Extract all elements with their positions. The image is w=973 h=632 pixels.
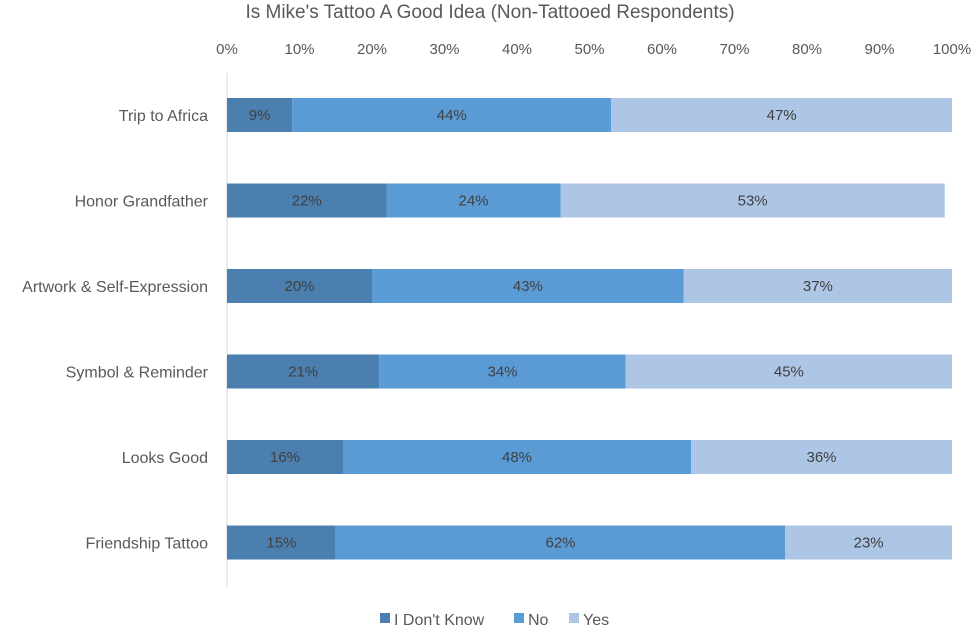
x-tick-label: 50% bbox=[574, 41, 604, 58]
bar-no-artwork-self-expression bbox=[372, 269, 684, 303]
legend-label-yes: Yes bbox=[583, 612, 609, 627]
bar-i-don-t-know-artwork-self-expression bbox=[227, 269, 372, 303]
bar-yes-symbol-reminder bbox=[625, 354, 952, 389]
bar-yes-looks-good bbox=[691, 440, 952, 474]
data-label: 9% bbox=[249, 107, 271, 124]
data-label: 21% bbox=[288, 364, 318, 381]
category-labels: Trip to Africa Honor Grandfather Artwork &… bbox=[22, 108, 209, 553]
bar-yes-artwork-self-expression bbox=[683, 269, 952, 303]
x-tick-label: 0% bbox=[216, 41, 238, 58]
x-tick-label: 60% bbox=[647, 41, 677, 58]
x-tick-label: 70% bbox=[719, 41, 749, 58]
data-label: 22% bbox=[292, 193, 322, 210]
x-tick-label: 100% bbox=[933, 41, 971, 58]
data-label: 62% bbox=[545, 535, 575, 552]
bar-i-don-t-know-looks-good bbox=[227, 440, 343, 474]
data-label: 36% bbox=[806, 449, 836, 466]
x-tick-label: 90% bbox=[864, 41, 894, 58]
data-label: 16% bbox=[270, 449, 300, 466]
x-tick-label: 10% bbox=[284, 41, 314, 58]
x-axis-ticks: 0% 10% 20% 30% 40% 50% 60% 70% 80% 90% 100% bbox=[216, 41, 971, 58]
x-tick-label: 80% bbox=[792, 41, 822, 58]
data-label: 44% bbox=[437, 107, 467, 124]
legend-label-i-don-t-know: I Don't Know bbox=[394, 612, 485, 627]
bar-no-friendship-tattoo bbox=[335, 525, 786, 560]
bar-no-looks-good bbox=[343, 440, 691, 474]
data-label: 34% bbox=[487, 364, 517, 381]
category-label: Artwork & Self-Expression bbox=[22, 279, 208, 296]
legend-swatch-yes bbox=[569, 613, 579, 623]
bar-no-symbol-reminder bbox=[379, 354, 626, 389]
data-label: 24% bbox=[458, 193, 488, 210]
x-tick-label: 40% bbox=[502, 41, 532, 58]
data-label: 23% bbox=[854, 535, 884, 552]
legend: I Don't Know No Yes bbox=[380, 612, 609, 629]
category-label: Symbol & Reminder bbox=[66, 365, 209, 382]
legend-label-no: No bbox=[528, 612, 549, 627]
bar-i-don-t-know-trip-to-africa bbox=[227, 98, 293, 132]
x-tick-label: 30% bbox=[429, 41, 459, 58]
legend-swatch-no bbox=[514, 613, 524, 623]
data-label: 20% bbox=[284, 278, 314, 295]
category-label: Looks Good bbox=[122, 450, 208, 467]
data-label: 37% bbox=[803, 278, 833, 295]
data-label: 45% bbox=[774, 364, 804, 381]
bar-i-don-t-know-symbol-reminder bbox=[227, 354, 380, 389]
bar-yes-trip-to-africa bbox=[611, 98, 952, 132]
bars-group: 9% 44% 47% 22% 24% 53% 20% 43% 37% 21% 34% 45% 16% 48… bbox=[227, 98, 952, 560]
legend-swatch-i-don-t-know bbox=[380, 613, 390, 623]
data-label: 15% bbox=[266, 535, 296, 552]
bar-no-trip-to-africa bbox=[292, 98, 612, 132]
data-label: 48% bbox=[502, 449, 532, 466]
x-tick-label: 20% bbox=[357, 41, 387, 58]
data-label: 43% bbox=[513, 278, 543, 295]
data-label: 47% bbox=[767, 107, 797, 124]
category-label: Honor Grandfather bbox=[75, 194, 209, 211]
data-label: 53% bbox=[738, 193, 768, 210]
bar-i-don-t-know-honor-grandfather bbox=[227, 183, 387, 218]
category-label: Friendship Tattoo bbox=[86, 536, 209, 553]
chart-title: Is Mike's Tattoo A Good Idea (Non-Tattoo… bbox=[245, 2, 734, 23]
bar-no-honor-grandfather bbox=[386, 183, 561, 218]
category-label: Trip to Africa bbox=[119, 108, 208, 125]
bar-i-don-t-know-friendship-tattoo bbox=[227, 525, 336, 560]
bar-yes-friendship-tattoo bbox=[785, 525, 952, 560]
bar-yes-honor-grandfather bbox=[560, 183, 945, 218]
